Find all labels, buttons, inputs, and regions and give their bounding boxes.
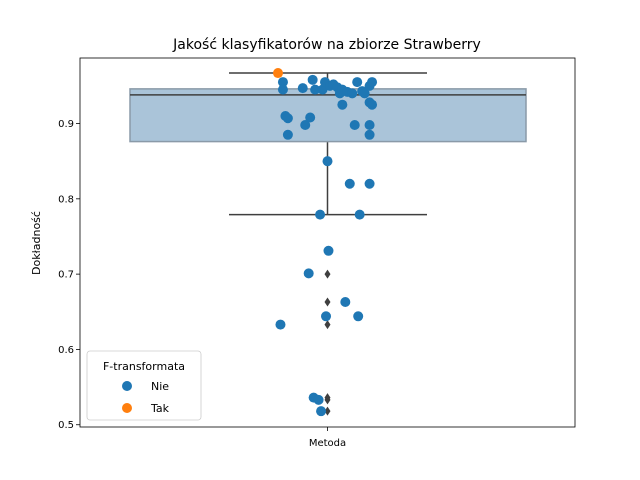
data-point-nie [353, 311, 364, 322]
data-point-nie [340, 296, 351, 307]
data-point-nie [364, 178, 375, 189]
x-tick-label: Metoda [309, 438, 346, 449]
y-tick-label: 0.9 [58, 119, 74, 130]
data-point-nie [344, 178, 355, 189]
data-point-nie [364, 120, 375, 131]
box-layer [129, 72, 527, 416]
x-axis: Metoda [309, 427, 346, 449]
outlier-marker [324, 320, 331, 330]
legend-label-tak: Tak [150, 402, 170, 415]
data-point-nie [316, 406, 327, 417]
data-point-nie [282, 129, 293, 140]
data-point-nie [322, 156, 333, 167]
data-point-nie [305, 112, 316, 123]
legend-label-nie: Nie [151, 380, 169, 393]
data-point-nie [282, 113, 293, 124]
outlier-marker [324, 395, 331, 405]
outlier-marker [324, 269, 331, 279]
data-point-nie [349, 120, 360, 131]
y-tick-label: 0.6 [58, 345, 74, 356]
data-point-nie [337, 99, 348, 110]
data-point-nie [354, 209, 365, 220]
data-point-nie [321, 311, 332, 322]
outlier-marker [324, 406, 331, 416]
data-point-nie [359, 88, 370, 99]
y-tick-label: 0.5 [58, 420, 74, 431]
data-point-nie [275, 319, 286, 330]
data-point-nie [307, 74, 318, 85]
data-point-nie [315, 209, 326, 220]
legend-marker-tak [122, 403, 132, 413]
outlier-marker [324, 297, 331, 307]
data-point-nie [317, 84, 328, 95]
data-point-nie [310, 84, 321, 95]
data-point-nie [277, 84, 288, 95]
chart-title: Jakość klasyfikatorów na zbiorze Strawbe… [172, 37, 481, 53]
legend-marker-nie [122, 381, 132, 391]
data-point-nie [303, 268, 314, 279]
y-tick-label: 0.7 [58, 270, 74, 281]
data-point-nie [300, 120, 311, 131]
data-point-nie [277, 77, 288, 88]
legend: F-transformata Nie Tak [86, 350, 202, 421]
points-layer [273, 68, 378, 417]
legend-title: F-transformata [103, 360, 185, 373]
data-point-nie [367, 99, 378, 110]
data-point-nie [313, 394, 324, 405]
data-point-nie [323, 245, 334, 256]
data-point-nie [352, 77, 363, 88]
data-point-nie [367, 77, 378, 88]
data-point-nie [347, 88, 358, 99]
y-tick-label: 0.8 [58, 194, 74, 205]
box-iqr [129, 88, 527, 143]
y-axis-label: Dokładność [30, 211, 43, 275]
data-point-nie [364, 129, 375, 140]
legend-frame [86, 350, 202, 421]
y-axis: 0.5 0.6 0.7 0.8 0.9 [58, 119, 80, 431]
data-point-nie [297, 83, 308, 94]
data-point-tak [273, 68, 283, 79]
